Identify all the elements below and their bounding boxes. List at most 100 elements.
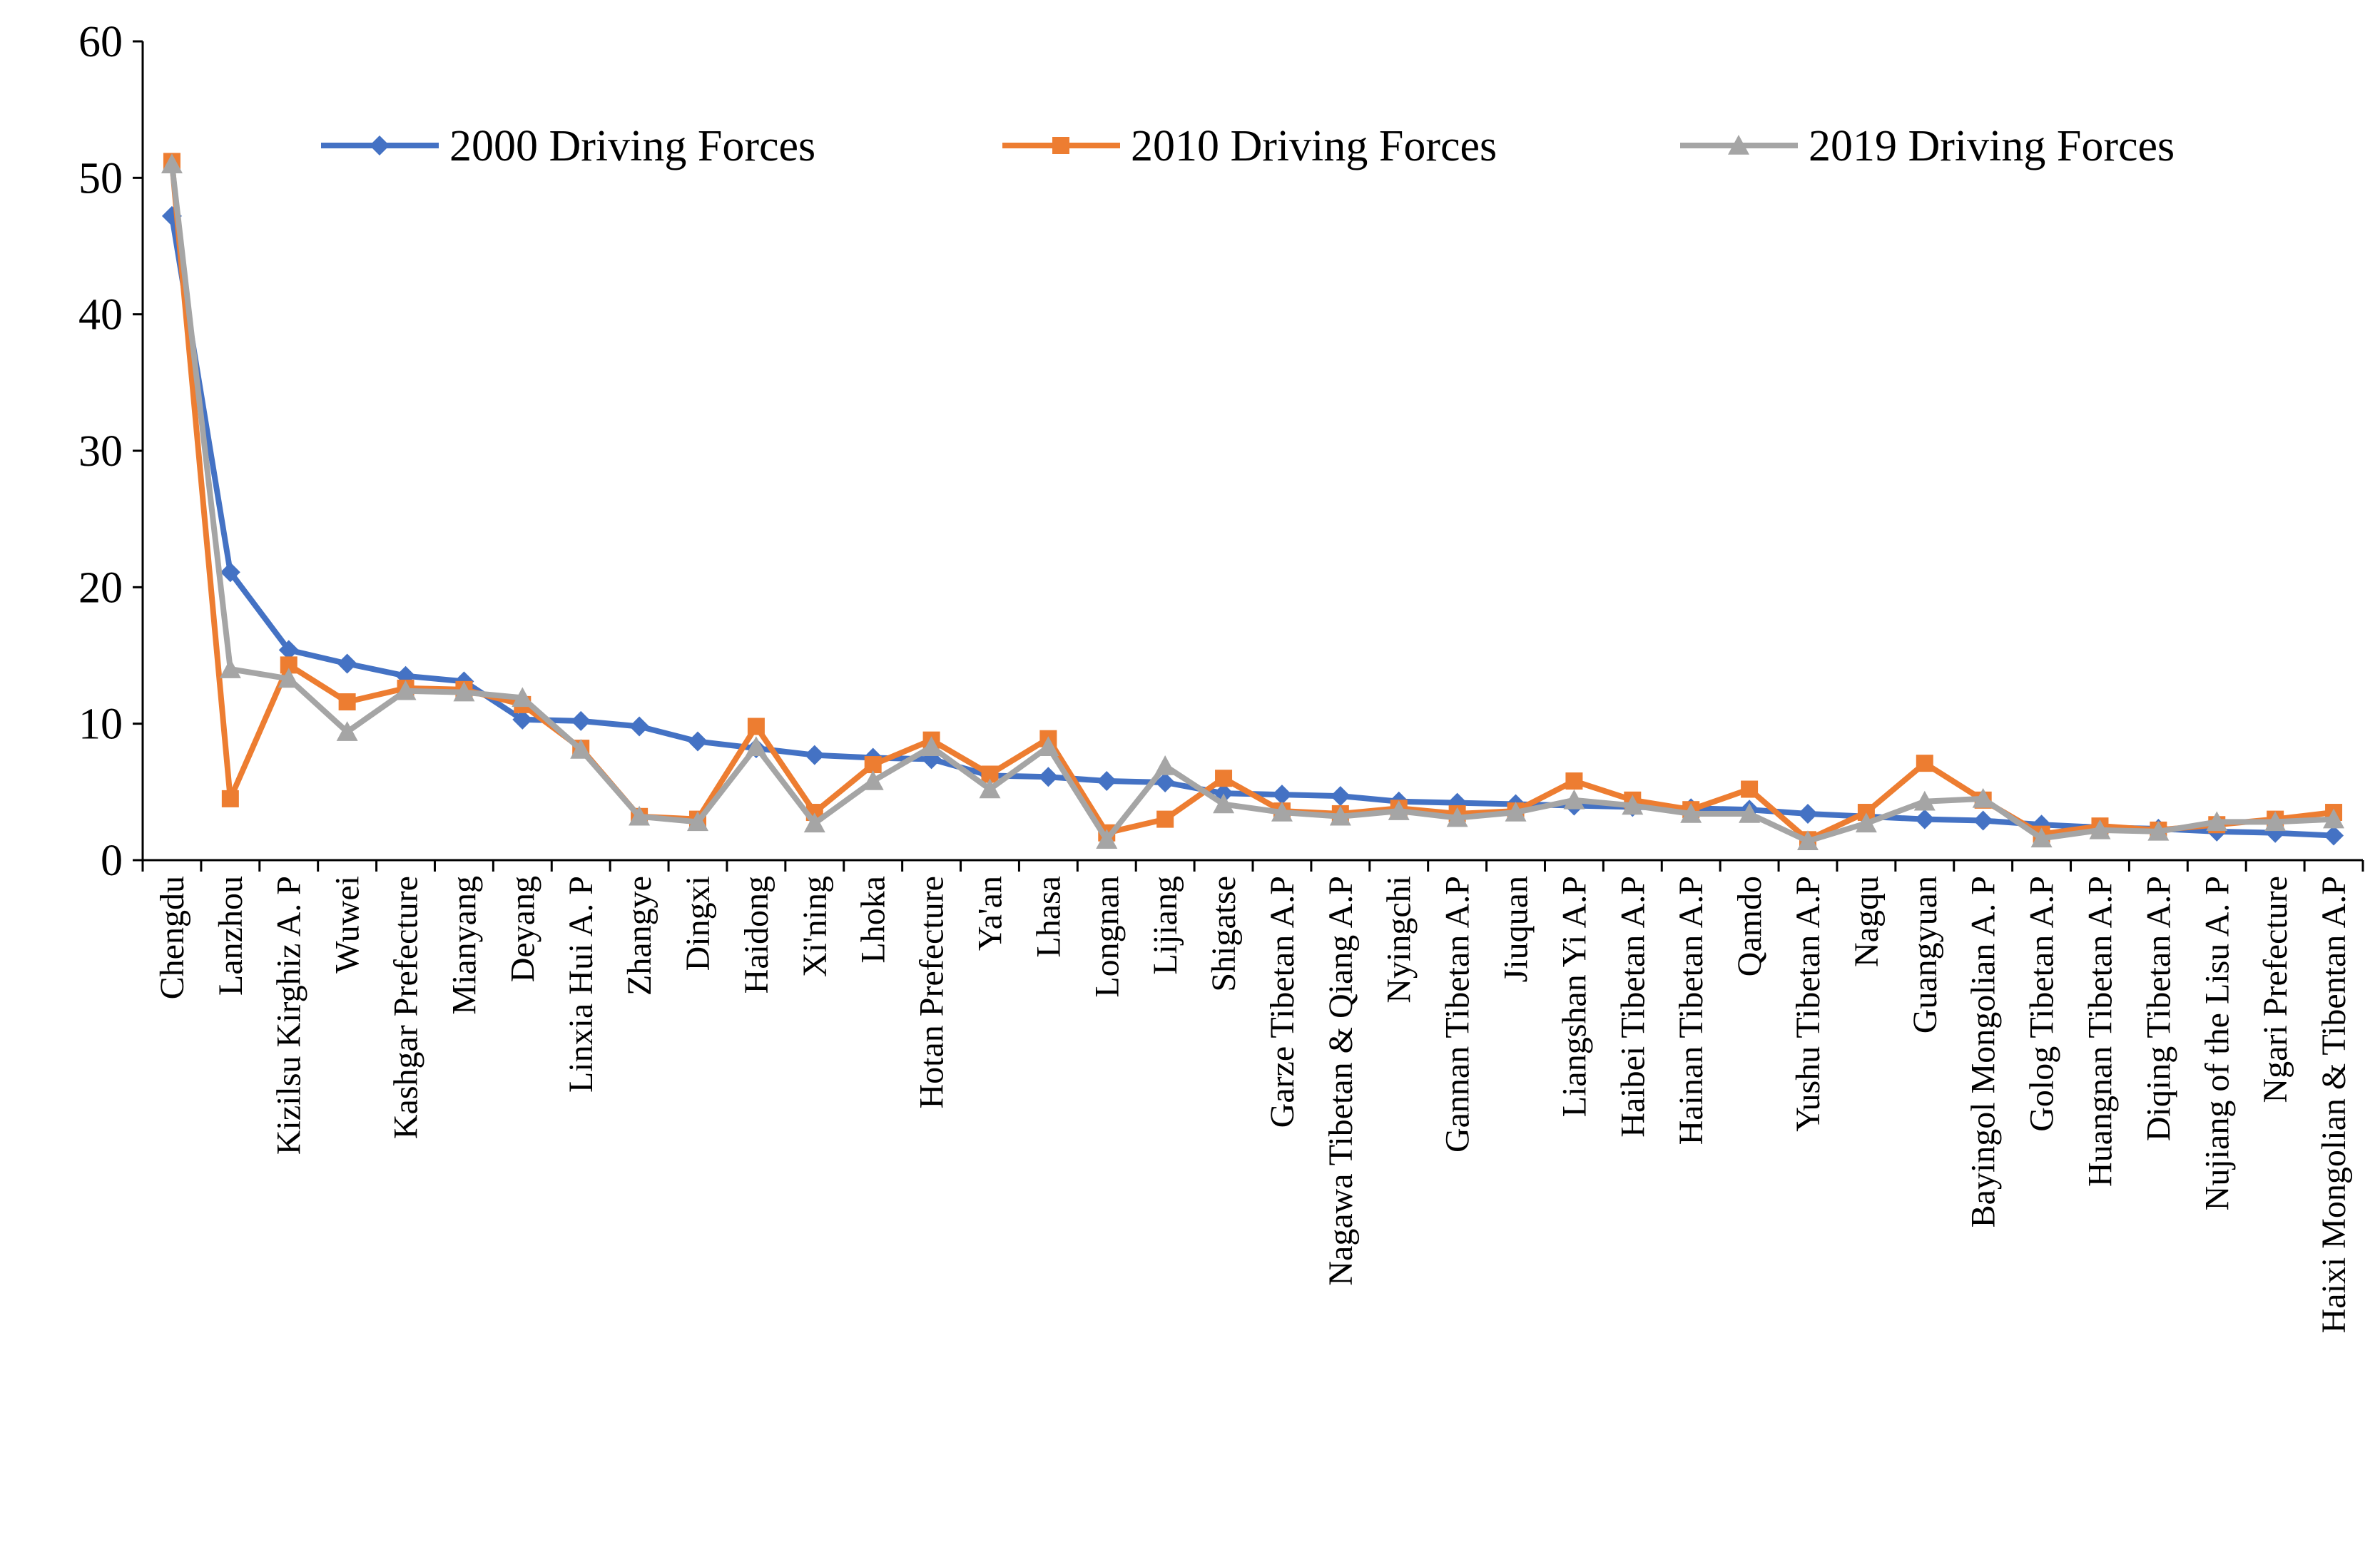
x-tick-label: Dingxi (679, 876, 717, 971)
x-tick-label: Hotan Prefecture (913, 876, 951, 1109)
data-point (2030, 827, 2053, 848)
data-point (1388, 800, 1410, 820)
legend-item: 2010 Driving Forces (1002, 122, 1497, 170)
data-point (2323, 808, 2345, 829)
data-point (1271, 785, 1292, 805)
legend: 2000 Driving Forces 2010 Driving Forces 20… (321, 122, 2175, 170)
legend-label: 2019 Driving Forces (1809, 122, 2175, 170)
data-point (2089, 819, 2111, 839)
x-tick-label: Garze Tibetan A.P (1263, 876, 1301, 1128)
series-line (168, 158, 2337, 843)
series-line (168, 213, 2337, 839)
x-tick-label: Qamdo (1731, 876, 1769, 976)
data-point (1156, 810, 1174, 828)
x-tick-label: Wuwei (329, 876, 367, 974)
x-tick-label: Deyang (504, 876, 541, 982)
x-tick-label: Golog Tibetan A.P (2023, 876, 2061, 1132)
data-point (2264, 811, 2287, 832)
data-point (688, 731, 708, 752)
data-point (1271, 802, 1293, 822)
data-point (1913, 790, 1936, 811)
data-point (512, 709, 533, 730)
data-point (920, 736, 942, 756)
x-tick-label: Gannan Tibetan A.P (1439, 876, 1477, 1153)
data-point (629, 805, 651, 826)
data-point (278, 640, 299, 660)
data-point (1916, 755, 1933, 772)
data-point (1798, 803, 1818, 824)
data-point (2147, 820, 2170, 841)
data-point (219, 658, 241, 678)
x-tick-label: Lanzhou (212, 876, 250, 996)
x-tick-label: Hainan Tibetan A.P (1672, 876, 1710, 1145)
x-tick-label: Nagawa Tibetan & Qiang A.P (1322, 876, 1360, 1286)
x-tick-label: Shigatse (1205, 876, 1243, 992)
data-point (571, 710, 591, 731)
x-tick-label: Haibei Tibetan A.P (1614, 876, 1652, 1138)
data-point (1505, 802, 1527, 822)
x-tick-label: Chengdu (153, 876, 191, 999)
x-tick-label: Ya'an (971, 876, 1009, 951)
series-3 (161, 153, 2345, 850)
data-point (336, 721, 358, 741)
series-lines (161, 153, 2345, 850)
y-tick-label: 60 (78, 18, 123, 66)
data-point (220, 562, 240, 583)
x-tick-label: Kizilsu Kirghiz A. P (270, 876, 308, 1155)
legend-label: 2010 Driving Forces (1131, 122, 1497, 170)
y-tick-label: 10 (78, 700, 123, 749)
data-point (747, 718, 765, 735)
data-point (338, 693, 356, 711)
y-tick-label: 40 (78, 291, 123, 339)
data-point (1855, 812, 1877, 833)
data-point (687, 811, 708, 832)
data-point (1446, 807, 1468, 827)
legend-item: 2019 Driving Forces (1680, 122, 2175, 170)
y-tick-label: 20 (78, 563, 123, 612)
x-tick-label: Liangshan Yi A.P (1555, 876, 1593, 1117)
data-point (1215, 770, 1233, 787)
series-1 (161, 205, 2344, 846)
data-point (1680, 802, 1702, 823)
data-point (1096, 829, 1118, 849)
data-point (2206, 811, 2228, 832)
data-point (453, 681, 475, 702)
data-point (1155, 772, 1176, 792)
x-tick-label: Longnan (1088, 876, 1126, 998)
data-point (1741, 780, 1759, 798)
x-tick-label: Ngari Prefecture (2257, 876, 2294, 1103)
series-line (168, 161, 2337, 844)
x-tick-label: Nujiang of the Lisu A. P (2198, 876, 2236, 1210)
x-tick-label: Haixi Mongolian & Tibentan A.P (2315, 876, 2353, 1333)
data-point (804, 745, 825, 765)
data-point (512, 687, 534, 708)
x-tick-label: Nagqu (1848, 876, 1886, 967)
y-tick-label: 0 (101, 837, 123, 885)
data-point (1154, 755, 1176, 775)
data-point (979, 778, 1001, 799)
data-point (1973, 810, 1993, 831)
x-tick-label: Haidong (738, 876, 775, 994)
y-axis: 0 10 20 30 40 50 60 (78, 18, 144, 885)
data-point (1330, 786, 1351, 807)
legend-marker (370, 136, 390, 155)
data-point (1739, 802, 1761, 823)
x-tick-label: Bayingol Mongolian A. P (1965, 876, 2003, 1227)
x-tick-label: Lhoka (855, 876, 892, 964)
x-tick-label: Zhangye (621, 876, 658, 996)
x-tick-label: Lijiang (1146, 876, 1184, 975)
data-point (1972, 787, 1994, 808)
legend-label: 2000 Driving Forces (449, 122, 815, 170)
data-point (1565, 772, 1583, 790)
legend-marker (1728, 135, 1749, 155)
data-point (1797, 830, 1819, 850)
x-tick-label: Kashgar Prefecture (387, 876, 425, 1139)
x-tick-label: Nyingchi (1380, 876, 1418, 1004)
data-point (337, 653, 357, 674)
legend-marker (1052, 137, 1069, 154)
x-tick-label: Yushu Tibetan A.P (1789, 876, 1827, 1132)
data-point (278, 668, 300, 688)
series-2 (163, 153, 2343, 849)
x-tick-label: Diqing Tibetan A.P (2140, 876, 2177, 1141)
data-point (745, 736, 767, 756)
